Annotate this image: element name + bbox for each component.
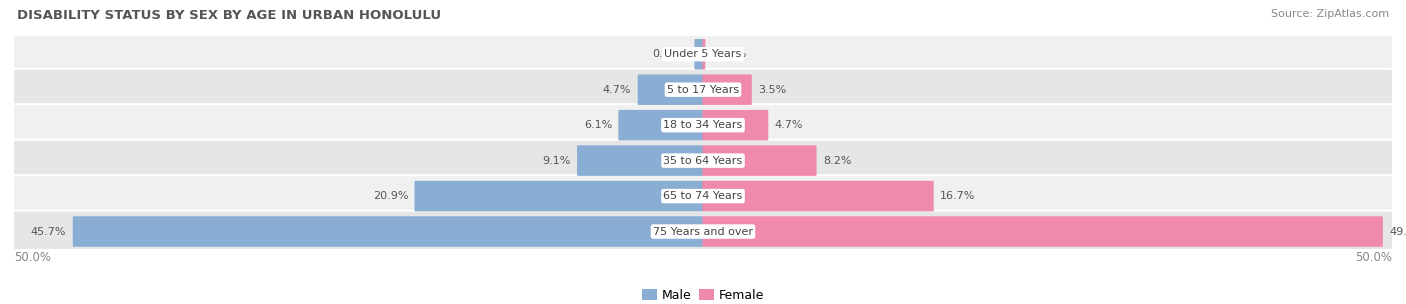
- Text: 49.3%: 49.3%: [1389, 226, 1406, 237]
- Text: DISABILITY STATUS BY SEX BY AGE IN URBAN HONOLULU: DISABILITY STATUS BY SEX BY AGE IN URBAN…: [17, 9, 441, 22]
- Text: 0.58%: 0.58%: [652, 49, 688, 59]
- Text: 4.7%: 4.7%: [603, 85, 631, 95]
- FancyBboxPatch shape: [703, 39, 706, 70]
- Text: 9.1%: 9.1%: [543, 156, 571, 166]
- Text: Source: ZipAtlas.com: Source: ZipAtlas.com: [1271, 9, 1389, 19]
- FancyBboxPatch shape: [73, 216, 703, 247]
- Text: 6.1%: 6.1%: [583, 120, 612, 130]
- FancyBboxPatch shape: [619, 110, 703, 140]
- Text: 3.5%: 3.5%: [758, 85, 786, 95]
- FancyBboxPatch shape: [703, 181, 934, 211]
- FancyBboxPatch shape: [703, 145, 817, 176]
- FancyBboxPatch shape: [13, 69, 1393, 111]
- Text: 5 to 17 Years: 5 to 17 Years: [666, 85, 740, 95]
- Legend: Male, Female: Male, Female: [637, 284, 769, 304]
- FancyBboxPatch shape: [13, 140, 1393, 181]
- Text: 50.0%: 50.0%: [14, 250, 51, 264]
- Text: 4.7%: 4.7%: [775, 120, 803, 130]
- Text: 50.0%: 50.0%: [1355, 250, 1392, 264]
- FancyBboxPatch shape: [13, 211, 1393, 252]
- FancyBboxPatch shape: [13, 33, 1393, 75]
- FancyBboxPatch shape: [703, 74, 752, 105]
- FancyBboxPatch shape: [638, 74, 703, 105]
- FancyBboxPatch shape: [415, 181, 703, 211]
- FancyBboxPatch shape: [13, 104, 1393, 146]
- Text: 20.9%: 20.9%: [373, 191, 408, 201]
- Text: 75 Years and over: 75 Years and over: [652, 226, 754, 237]
- FancyBboxPatch shape: [576, 145, 703, 176]
- Text: 65 to 74 Years: 65 to 74 Years: [664, 191, 742, 201]
- Text: 0.13%: 0.13%: [711, 49, 747, 59]
- Text: 35 to 64 Years: 35 to 64 Years: [664, 156, 742, 166]
- Text: 8.2%: 8.2%: [823, 156, 852, 166]
- Text: 16.7%: 16.7%: [941, 191, 976, 201]
- FancyBboxPatch shape: [703, 216, 1384, 247]
- Text: Under 5 Years: Under 5 Years: [665, 49, 741, 59]
- FancyBboxPatch shape: [13, 175, 1393, 217]
- FancyBboxPatch shape: [695, 39, 703, 70]
- Text: 45.7%: 45.7%: [31, 226, 66, 237]
- Text: 18 to 34 Years: 18 to 34 Years: [664, 120, 742, 130]
- FancyBboxPatch shape: [703, 110, 768, 140]
